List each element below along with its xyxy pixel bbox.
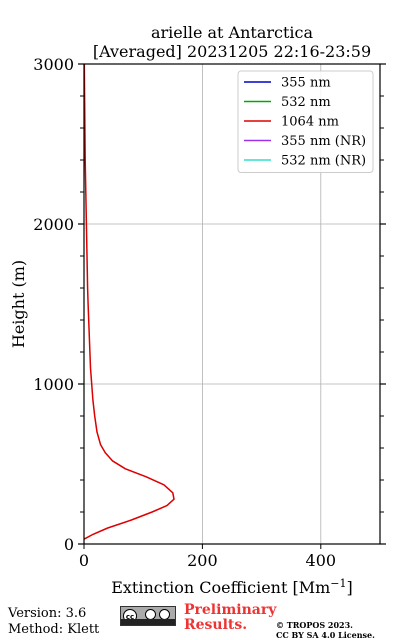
chart: arielle at Antarctica [Averaged] 2023120… <box>9 23 386 597</box>
y-tick-label: 1000 <box>33 375 74 394</box>
copyright-line-2: CC BY SA 4.0 License. <box>276 630 375 640</box>
copyright-note: © TROPOS 2023. CC BY SA 4.0 License. <box>276 620 375 640</box>
ticks: 0 200 400 0 1000 2000 3000 <box>33 55 386 570</box>
license-band <box>121 619 175 625</box>
version-text: Version: 3.6 <box>8 606 87 621</box>
preliminary-line-1: Preliminary <box>184 602 277 618</box>
legend-label: 355 nm (NR) <box>281 134 366 149</box>
legend-label: 1064 nm <box>281 115 339 130</box>
series-layer <box>83 63 175 540</box>
y-tick-label: 3000 <box>33 55 74 74</box>
y-axis-label: Height (m) <box>9 260 28 348</box>
preliminary-line-2: Results. <box>184 617 248 633</box>
version-info: Version: 3.6 Method: Klett <box>8 606 99 638</box>
legend-label: 355 nm <box>281 76 331 91</box>
legend-box <box>237 70 374 173</box>
copyright-line-1: © TROPOS 2023. <box>276 620 353 630</box>
plot-frame <box>83 63 381 545</box>
chart-title-line-1: arielle at Antarctica <box>151 23 314 42</box>
method-text: Method: Klett <box>8 622 100 637</box>
x-tick-label: 200 <box>187 551 218 570</box>
x-tick-label: 400 <box>306 551 337 570</box>
preliminary-note: Preliminary Results. <box>184 603 276 633</box>
y-tick-label: 2000 <box>33 215 74 234</box>
cc-license-badge: cc <box>120 606 176 626</box>
x-axis-label: Extinction Coefficient [Mm−1] <box>111 577 353 597</box>
legend-label: 532 nm (NR) <box>281 154 366 169</box>
legend: 355 nm 532 nm 1064 nm 355 nm (NR) 532 nm (NR… <box>237 70 374 173</box>
chart-title-line-2: [Averaged] 20231205 22:16-23:59 <box>93 42 371 61</box>
series-line <box>83 63 175 540</box>
y-tick-label: 0 <box>64 535 74 554</box>
x-tick-label: 0 <box>79 551 89 570</box>
legend-label: 532 nm <box>281 95 331 110</box>
